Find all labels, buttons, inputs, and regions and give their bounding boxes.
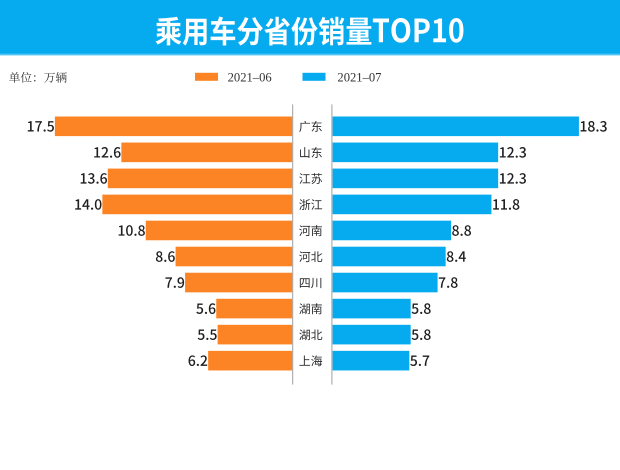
svg-text:2021–06: 2021–06 — [228, 70, 272, 84]
svg-text:2021–07: 2021–07 — [337, 70, 381, 84]
